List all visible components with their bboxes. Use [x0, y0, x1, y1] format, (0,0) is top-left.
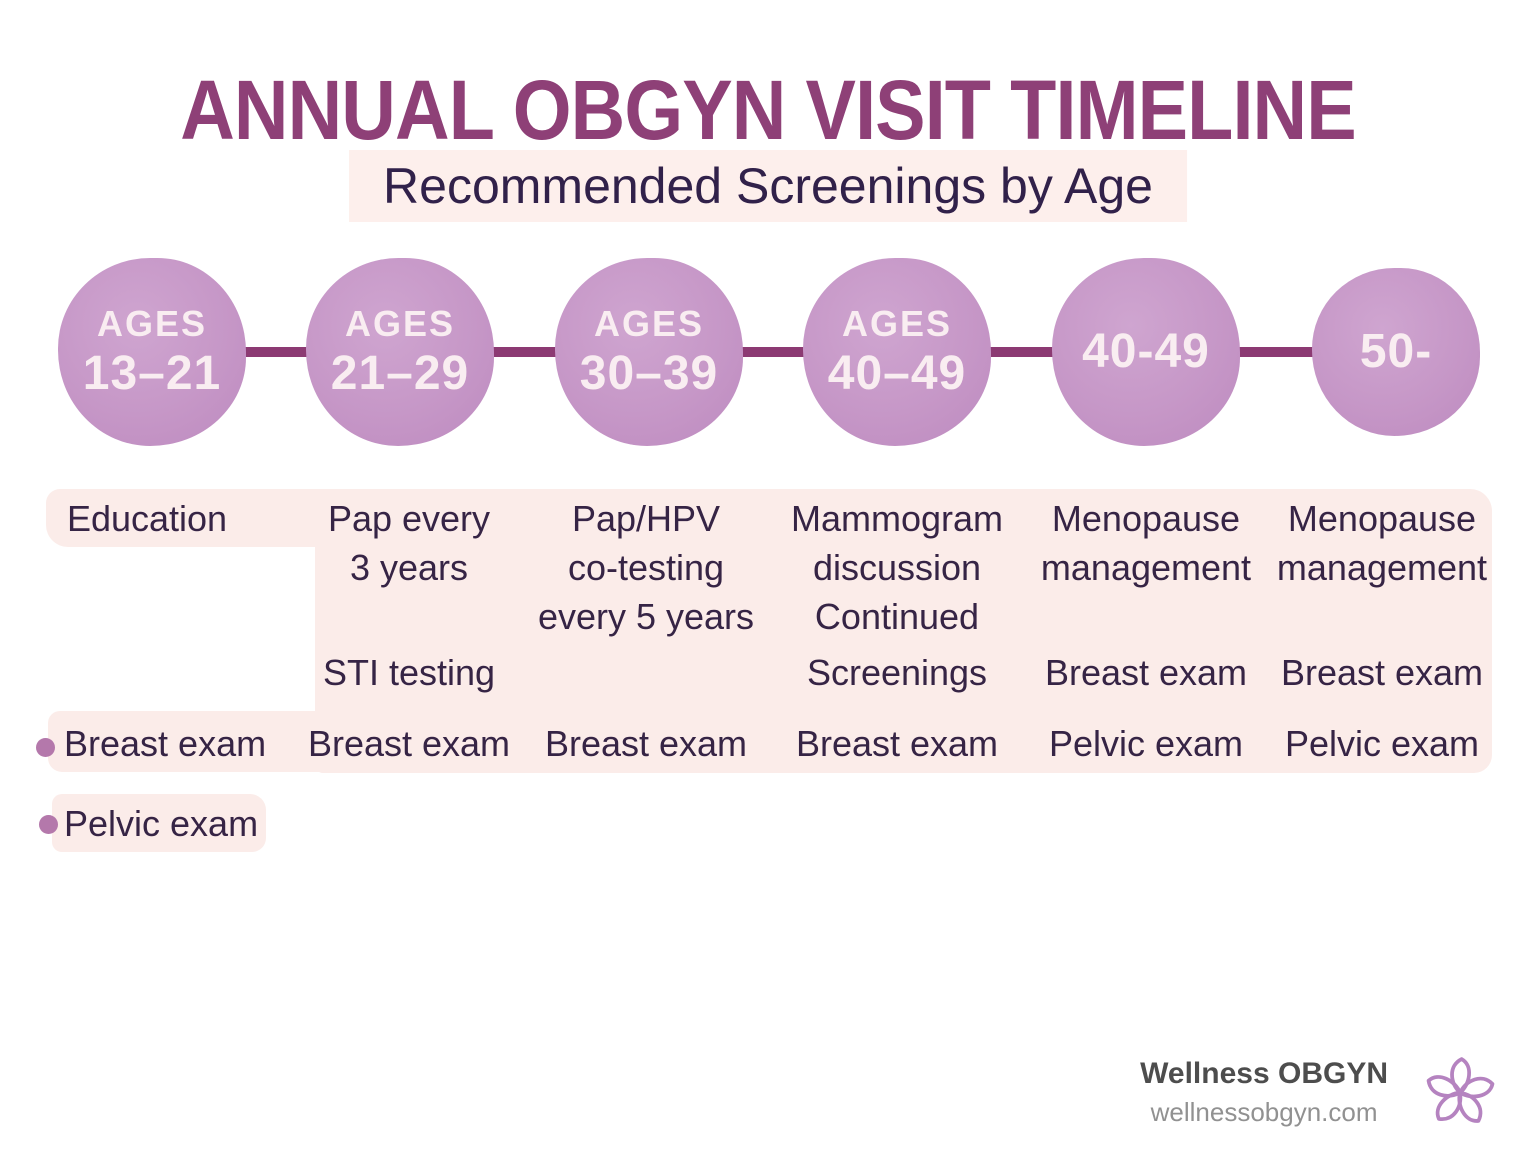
stage-range: 50- — [1359, 325, 1433, 378]
timeline-connector — [152, 347, 1394, 357]
flower-logo-icon — [1426, 1057, 1495, 1123]
screening-item: Breast exam — [307, 723, 511, 764]
footer-brand: Wellness OBGYN — [1140, 1057, 1388, 1090]
screening-item: STI testing — [322, 652, 496, 693]
highlight-band — [46, 489, 346, 547]
footer: Wellness OBGYN wellnessobgyn.com — [1140, 1044, 1502, 1138]
stage-range: 30–39 — [579, 347, 719, 400]
screening-item: Menopause — [1051, 498, 1241, 539]
screening-item: management — [1276, 547, 1488, 588]
screening-item: Breast exam — [64, 723, 267, 764]
stage-prefix: AGES — [344, 303, 456, 344]
screening-item: 3 years — [349, 547, 469, 588]
stage-prefix: AGES — [96, 303, 208, 344]
screening-item: Screenings — [806, 652, 988, 693]
page-subtitle: Recommended Screenings by Age — [349, 150, 1187, 222]
screening-item: Breast exam — [795, 723, 999, 764]
screening-item: Education — [66, 498, 228, 539]
screening-item: Pelvic exam — [1284, 723, 1480, 764]
screening-item: discussion — [812, 547, 982, 588]
bullet-dot — [39, 815, 58, 834]
screening-item: Continued — [814, 596, 980, 637]
screening-item: Pelvic exam — [64, 803, 259, 844]
stage-range: 40–49 — [827, 347, 967, 400]
stage-range: 21–29 — [330, 347, 470, 400]
footer-website: wellnessobgyn.com — [1150, 1097, 1378, 1127]
stage-prefix: AGES — [593, 303, 705, 344]
screening-item: Menopause — [1287, 498, 1477, 539]
stage-circle-40-49: 40-49 — [1052, 258, 1240, 446]
screening-item: every 5 years — [537, 596, 755, 637]
page-title: ANNUAL OBGYN VISIT TIMELINE — [180, 63, 1356, 157]
highlight-band — [315, 489, 1492, 773]
screening-item: management — [1040, 547, 1252, 588]
stage-prefix: AGES — [841, 303, 953, 344]
stage-circle-50-plus: 50- — [1312, 268, 1480, 436]
stage-circle-ages-30-39: AGES 30–39 — [555, 258, 743, 446]
stage-range: 13–21 — [82, 347, 222, 400]
stage-circle-ages-40-49: AGES 40–49 — [803, 258, 991, 446]
screening-item: Pap every — [327, 498, 491, 539]
screening-item: Breast exam — [544, 723, 748, 764]
stage-circle-ages-13-21: AGES 13–21 — [58, 258, 246, 446]
highlight-band — [48, 711, 338, 772]
screening-item: Mammogram — [790, 498, 1004, 539]
screening-item: Breast exam — [1044, 652, 1248, 693]
screening-item: co-testing — [567, 547, 725, 588]
highlight-band — [52, 794, 266, 852]
footer-text: Wellness OBGYN wellnessobgyn.com — [1140, 1053, 1388, 1129]
screening-item: Pap/HPV — [571, 498, 721, 539]
screening-item: Breast exam — [1280, 652, 1484, 693]
screening-item: Pelvic exam — [1048, 723, 1244, 764]
stage-range: 40-49 — [1082, 325, 1210, 378]
bullet-dot — [36, 738, 55, 757]
stage-circle-ages-21-29: AGES 21–29 — [306, 258, 494, 446]
